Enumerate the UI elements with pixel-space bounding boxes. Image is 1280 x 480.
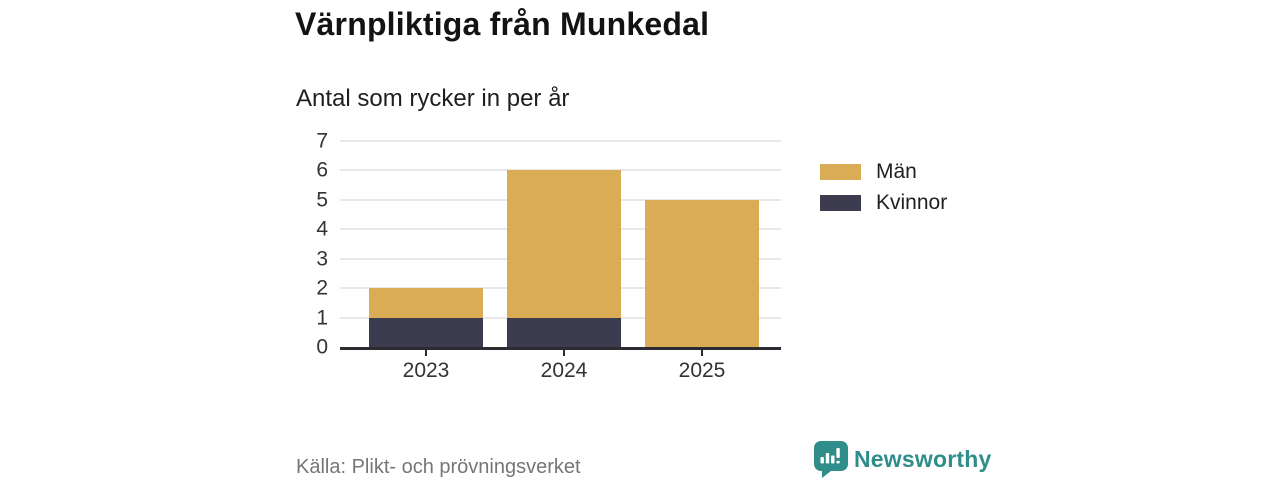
chart-title: Värnpliktiga från Munkedal [295,6,710,42]
legend-item-kvinnor: Kvinnor [820,191,948,214]
x-axis-tick-label: 2023 [402,359,450,382]
legend-label: Kvinnor [876,191,948,214]
x-axis-tick-label: 2024 [540,359,588,382]
gridline [340,140,781,142]
y-axis-tick-label: 3 [316,247,328,271]
y-axis-tick-label: 0 [316,335,328,359]
y-axis-tick-label: 4 [316,217,328,241]
y-axis-tick-label: 1 [316,306,328,330]
chart-subtitle: Antal som rycker in per år [296,85,570,112]
legend-swatch [820,194,861,211]
x-axis-tick [563,350,565,356]
x-axis-tick [701,350,703,356]
bar-segment-2024-kvinnor [507,317,621,347]
plot-area: 2023 2024 2025 [340,140,781,382]
newsworthy-logo-icon [814,441,848,478]
y-axis-tick-label: 2 [316,276,328,300]
bar-segment-2025-män [645,199,759,347]
y-axis-tick-label: 7 [316,129,328,153]
y-axis-tick-label: 6 [316,158,328,182]
x-axis-tick [425,350,427,356]
source-note: Källa: Plikt- och prövningsverket [296,456,581,478]
y-axis-labels: 0 1 2 3 4 5 6 7 [294,131,334,358]
bar-segment-2024-män [507,170,621,318]
legend-swatch [820,163,861,180]
bar-segment-2023-män [369,288,483,318]
legend-item-män: Män [820,160,947,183]
legend: Män Kvinnor [820,160,948,225]
x-axis-tick-label: 2025 [678,359,726,382]
brand-name: Newsworthy [854,446,992,472]
y-axis-tick-label: 5 [316,188,328,212]
legend-label: Män [876,160,917,183]
brand-logo: Newsworthy [814,441,991,478]
bar-segment-2023-kvinnor [369,317,483,347]
